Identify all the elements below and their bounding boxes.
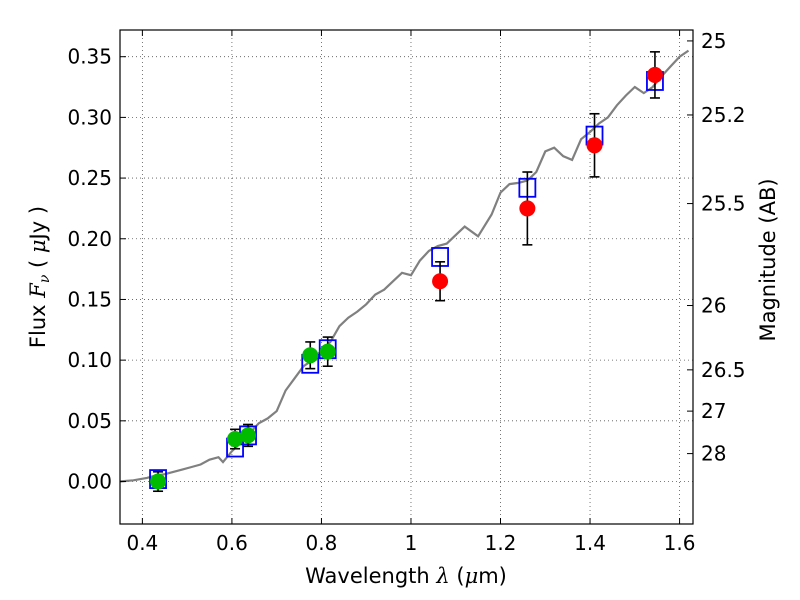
red-data-point [519,200,536,217]
y-tick-label: 0.10 [67,348,112,372]
x-tick-label: 1.6 [664,531,696,555]
plot-area [119,49,690,493]
x-tick-label: 1.2 [485,531,517,555]
right-tick-label: 26.5 [701,358,746,382]
plot-frame [119,29,694,525]
green-data-point [227,431,244,448]
right-tick-label: 27 [701,399,726,423]
x-tick-label: 1.4 [574,531,606,555]
x-tick-label: 0.6 [216,531,248,555]
red-data-point [646,66,663,83]
green-data-point [240,427,257,444]
y-tick-label: 0.35 [67,45,112,69]
x-axis: 0.4 0.6 0.8 1 1.2 1.4 1.6 [126,30,695,555]
green-data-point [150,473,167,490]
right-tick-label: 25 [701,29,726,53]
y-tick-label: 0.20 [67,227,112,251]
right-tick-label: 25.2 [701,103,746,127]
y-tick-label: 0.15 [67,287,112,311]
right-tick-label: 28 [701,442,726,466]
y-tick-label: 0.00 [67,470,112,494]
right-tick-label: 26 [701,294,726,318]
green-data-point [319,343,336,360]
x-tick-label: 0.4 [126,531,158,555]
y-tick-label: 0.25 [67,166,112,190]
x-tick-label: 1 [405,531,418,555]
x-tick-label: 0.8 [306,531,338,555]
right-tick-label: 25.5 [701,192,746,216]
right-axis-label: Magnitude (AB) [756,178,780,341]
model-spectrum-line [119,49,690,483]
green-data-point [302,347,319,364]
y-tick-label: 0.05 [67,409,112,433]
y-tick-label: 0.30 [67,105,112,129]
grid [120,30,693,524]
right-axis: 25 25.2 25.5 26 26.5 27 28 [687,29,746,466]
x-axis-label: Wavelength λ (μm) [305,564,507,588]
red-data-point [586,137,603,154]
y-axis: 0.00 0.05 0.10 0.15 0.20 0.25 0.30 0.35 [67,45,126,494]
red-data-point [432,273,449,290]
y-axis-label: Flux Fν ( μJy ) [26,206,53,348]
